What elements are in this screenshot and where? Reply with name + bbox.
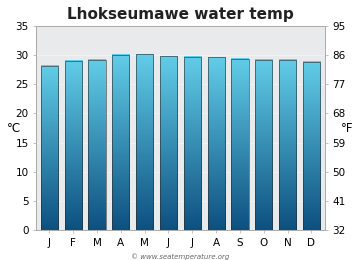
Y-axis label: °C: °C bbox=[7, 122, 21, 135]
Bar bbox=[184, 57, 201, 230]
Y-axis label: °F: °F bbox=[341, 122, 353, 135]
Title: Lhokseumawe water temp: Lhokseumawe water temp bbox=[67, 7, 294, 22]
Bar bbox=[303, 62, 320, 230]
Bar bbox=[65, 61, 82, 230]
Bar bbox=[112, 55, 130, 230]
Text: © www.seatemperature.org: © www.seatemperature.org bbox=[131, 253, 229, 260]
Bar bbox=[136, 55, 153, 230]
Bar bbox=[41, 66, 58, 230]
Bar bbox=[89, 60, 105, 230]
Bar bbox=[279, 60, 296, 230]
Bar bbox=[208, 57, 225, 230]
Bar bbox=[160, 56, 177, 230]
Bar bbox=[231, 59, 248, 230]
Bar bbox=[255, 60, 273, 230]
